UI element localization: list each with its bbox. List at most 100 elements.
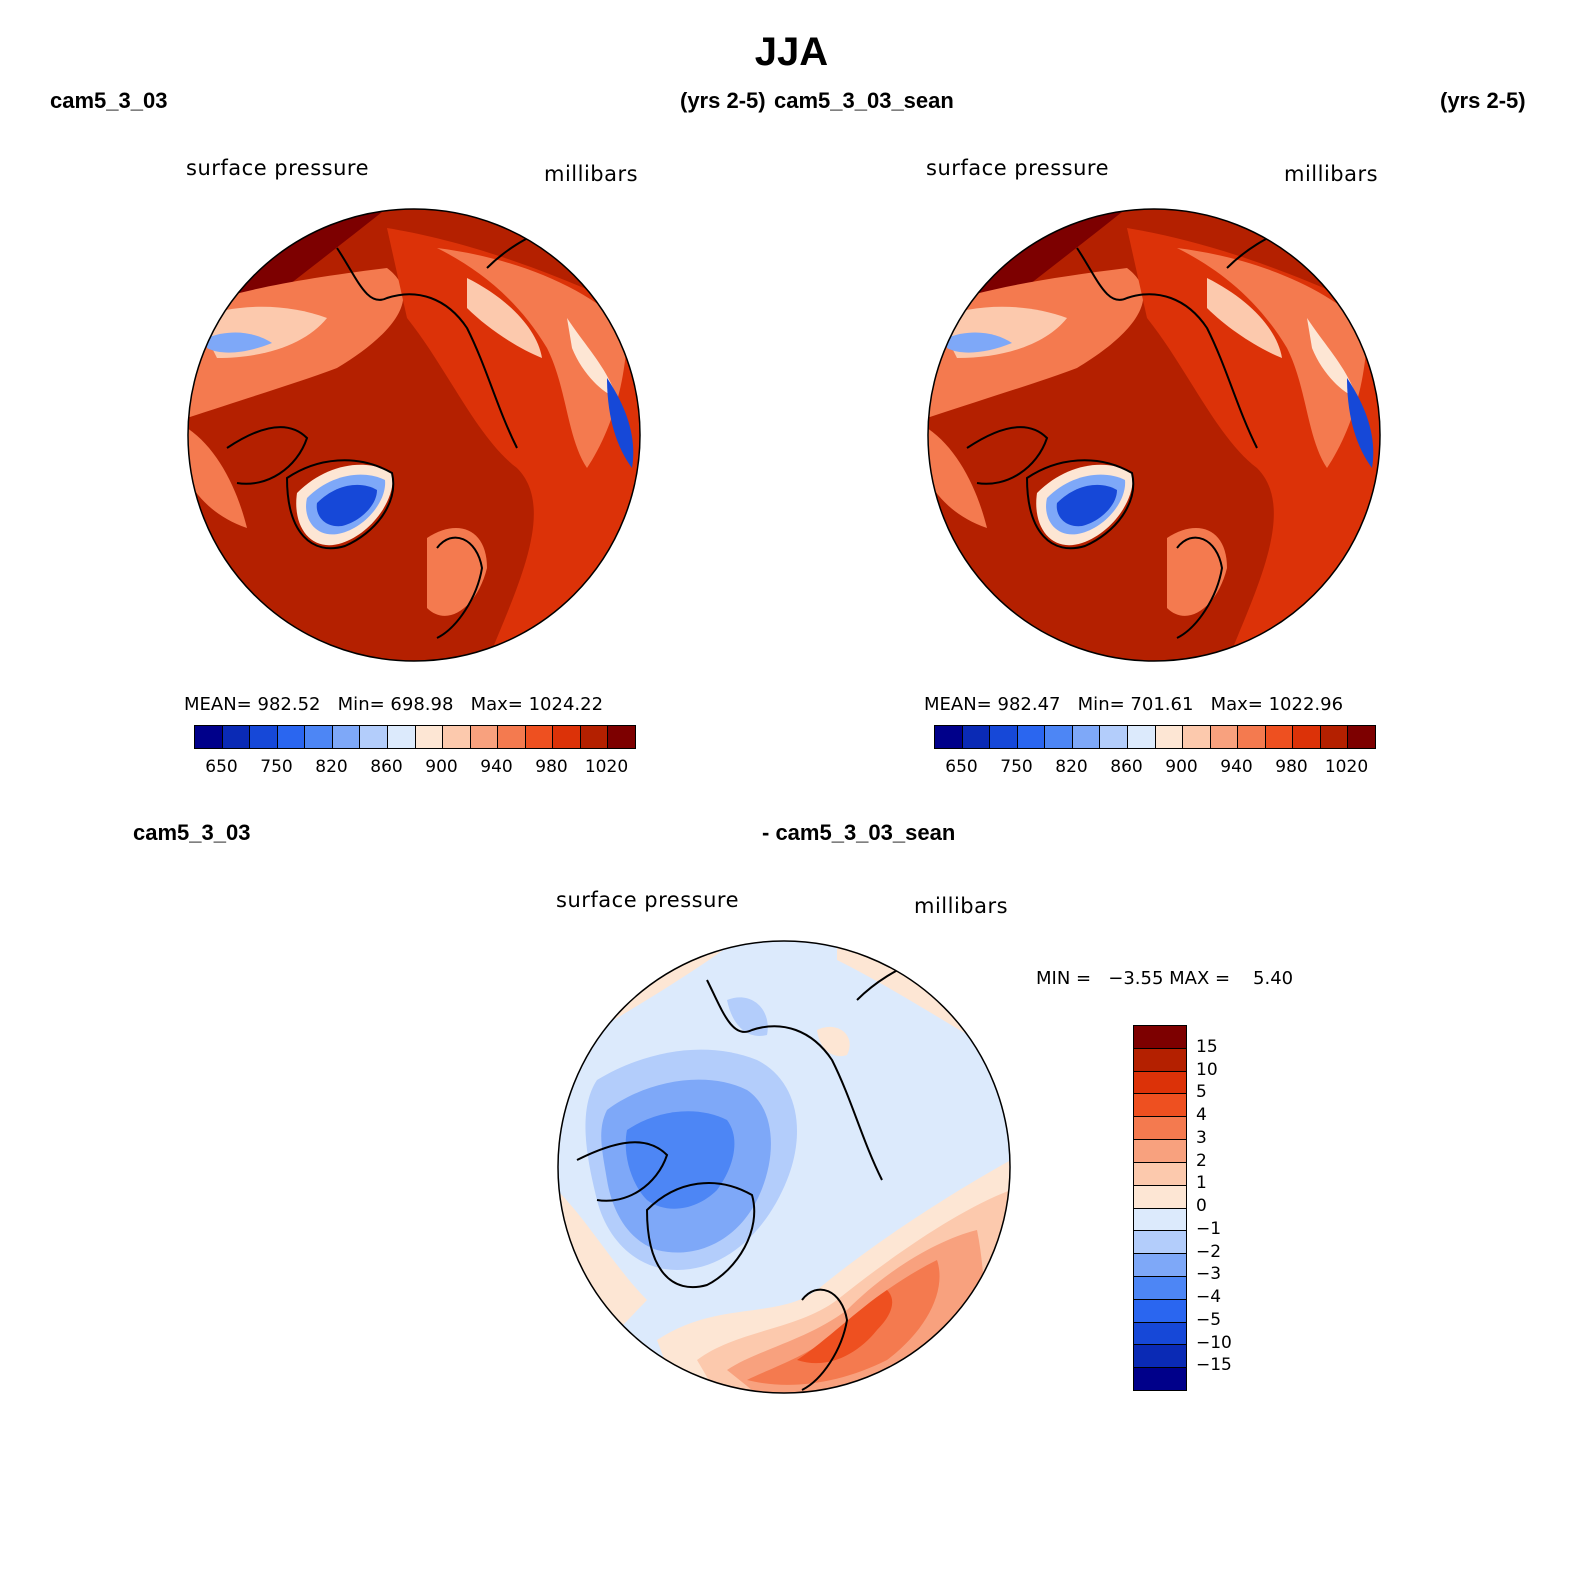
diff-polar-map <box>557 940 1011 1394</box>
panel1-stats: MEAN= 982.52 Min= 698.98 Max= 1024.22 <box>184 694 604 715</box>
colorbar-swatch <box>1155 726 1184 748</box>
colorbar-swatch <box>1134 1094 1186 1118</box>
panel1-max-value: 1024.22 <box>528 694 604 715</box>
panel1-colorbar <box>194 725 636 749</box>
north-coastline <box>706 979 883 1181</box>
greenland-coastline <box>645 1182 756 1289</box>
panel2-colorbar <box>934 725 1376 749</box>
panel2-years-label: (yrs 2-5) <box>1440 88 1526 113</box>
colorbar-tick-label: 1020 <box>1324 757 1369 777</box>
colorbar-tick-label: 940 <box>1220 757 1253 777</box>
colorbar-swatch <box>1134 1048 1186 1072</box>
colorbar-swatch <box>498 726 526 748</box>
negative-anomaly-core <box>625 1111 735 1209</box>
colorbar-tick-label: −10 <box>1196 1332 1232 1353</box>
colorbar-swatch <box>1134 1117 1186 1141</box>
greenland-coastline <box>285 459 395 550</box>
diff-colorbar-ticks: 15 10 5 4 3 2 1 0 −1 −2 −3 −4 −5 −10 −15 <box>1196 1025 1276 1389</box>
panel1-map-border <box>187 208 641 662</box>
panel1-years-label: (yrs 2-5) <box>680 88 766 113</box>
colorbar-tick-label: 4 <box>1196 1105 1207 1125</box>
alaska-range <box>1207 278 1282 358</box>
panel2-units-label: millibars <box>1284 162 1379 186</box>
panel2-map-border <box>927 208 1381 662</box>
siberia-lowland <box>928 268 1144 418</box>
diff-minmax-text: MIN = −3.55 MAX = 5.40 <box>1036 968 1294 989</box>
siberia-lowland <box>188 268 404 418</box>
colorbar-tick-label: −5 <box>1196 1309 1222 1330</box>
panel1-min-value: 698.98 <box>390 694 454 715</box>
colorbar-swatch <box>962 726 991 748</box>
colorbar-swatch <box>443 726 471 748</box>
colorbar-swatch <box>250 726 278 748</box>
scandinavia-coastline <box>436 536 484 639</box>
colorbar-tick-label: 860 <box>370 757 403 777</box>
panel1-colorbar-ticks: 650 750 820 860 900 940 980 1020 <box>194 757 634 779</box>
colorbar-tick-label: 5 <box>1196 1082 1207 1103</box>
colorbar-swatch <box>360 726 388 748</box>
colorbar-swatch <box>1045 726 1073 748</box>
greenland-coastline <box>1025 459 1135 550</box>
hudson-bay-coastline <box>576 1141 669 1202</box>
colorbar-swatch <box>608 726 635 748</box>
atlantic-high-corner <box>188 648 307 661</box>
colorbar-swatch <box>277 726 306 748</box>
positive-anomaly-small <box>817 1026 850 1057</box>
colorbar-swatch <box>1134 1345 1186 1369</box>
colorbar-tick-label: 900 <box>1165 757 1198 777</box>
colorbar-swatch <box>553 726 581 748</box>
colorbar-swatch <box>1210 726 1239 748</box>
colorbar-tick-label: 980 <box>535 757 568 777</box>
colorbar-swatch <box>1293 726 1321 748</box>
colorbar-tick-label: 650 <box>945 757 978 777</box>
colorbar-swatch <box>1134 1299 1186 1323</box>
panel1-variable-label: surface pressure <box>186 156 369 180</box>
colorbar-swatch <box>1072 726 1101 748</box>
panel2-mean-value: 982.47 <box>997 694 1061 715</box>
cordillera-ridge <box>1307 318 1357 398</box>
panel1-case-label: cam5_3_03 <box>50 88 168 113</box>
rocky-mountains-slope <box>1177 248 1367 468</box>
colorbar-swatch <box>1134 1254 1186 1277</box>
colorbar-swatch <box>1017 726 1046 748</box>
panel2-field <box>928 209 1380 661</box>
colorbar-swatch <box>1320 726 1349 748</box>
eastern-europe-land <box>188 428 247 528</box>
panel2-polar-map <box>927 208 1381 662</box>
colorbar-swatch <box>1134 1231 1186 1255</box>
negative-anomaly-siberia <box>727 997 768 1036</box>
colorbar-swatch <box>1183 726 1211 748</box>
figure-title: JJA <box>754 30 829 74</box>
colorbar-tick-label: 860 <box>1110 757 1143 777</box>
colorbar-swatch <box>1134 1276 1186 1300</box>
panel2-colorbar-ticks: 650 750 820 860 900 940 980 1020 <box>934 757 1374 779</box>
colorbar-tick-label: 820 <box>1055 757 1088 777</box>
north-coastline <box>336 247 518 449</box>
colorbar-swatch <box>222 726 251 748</box>
colorbar-swatch <box>1100 726 1128 748</box>
colorbar-swatch <box>387 726 416 748</box>
greenland-summit <box>316 484 377 527</box>
hudson-bay-coastline <box>966 426 1049 485</box>
europe-landmass <box>427 528 487 616</box>
diff-field <box>558 941 1010 1393</box>
colorbar-tick-label: 15 <box>1196 1036 1218 1057</box>
diff-left-label: cam5_3_03 <box>133 820 251 845</box>
colorbar-swatch <box>1134 1071 1186 1095</box>
panel2-min-value: 701.61 <box>1130 694 1194 715</box>
colorbar-tick-label: 10 <box>1196 1059 1218 1080</box>
central-asia-highland <box>207 332 272 353</box>
colorbar-swatch <box>470 726 499 748</box>
europe-landmass <box>1167 528 1227 616</box>
positive-anomaly-scandinavia <box>747 1260 940 1385</box>
colorbar-swatch <box>1134 1208 1186 1232</box>
colorbar-tick-label: 750 <box>260 757 293 777</box>
colorbar-swatch <box>1134 1026 1186 1049</box>
peak-anomaly-scandinavia <box>797 1290 893 1364</box>
colorbar-swatch <box>990 726 1018 748</box>
colorbar-swatch <box>1134 1368 1186 1390</box>
diff-variable-label: surface pressure <box>556 888 739 912</box>
colorbar-tick-label: −15 <box>1196 1355 1232 1376</box>
colorbar-swatch <box>1265 726 1294 748</box>
colorbar-tick-label: 1020 <box>584 757 629 777</box>
